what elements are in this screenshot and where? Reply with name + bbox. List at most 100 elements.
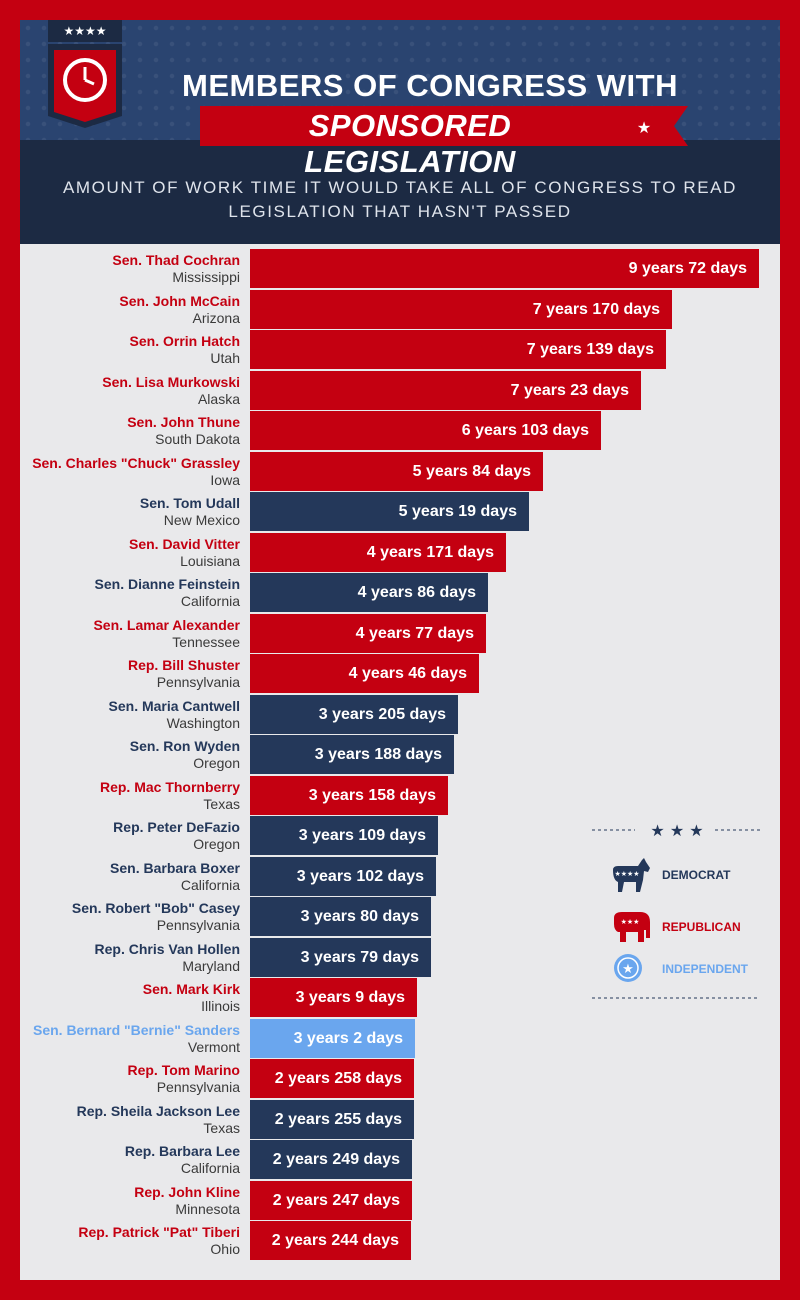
bar-state-label: Vermont (187, 1038, 240, 1055)
bar-value-label: 3 years 205 days (318, 705, 446, 723)
bar-category-label: Sen. Maria Cantwell (108, 697, 240, 714)
bar-row: Sen. Tom Udall New Mexico 5 years 19 days (0, 492, 800, 532)
svg-text:★★★: ★★★ (621, 918, 640, 926)
bar-row: Sen. Thad Cochran Mississippi 9 years 72 d… (0, 249, 800, 289)
bar-value-label: 7 years 23 days (510, 381, 629, 399)
subtitle-line1: AMOUNT OF WORK TIME IT WOULD TAKE ALL OF… (62, 178, 737, 197)
bar-row: Sen. Bernard "Bernie" Sanders Vermont 3 ye… (0, 1018, 800, 1059)
chart-title-line1: MEMBERS OF CONGRESS WITH (182, 68, 678, 103)
bar (250, 1018, 415, 1059)
bar-state-label: South Dakota (155, 431, 240, 447)
bar-category-label: Rep. Barbara Lee (124, 1143, 240, 1159)
legend-bottom-divider-icon (592, 997, 760, 999)
bar-row: Rep. Barbara Lee California 2 years 249 da… (0, 1140, 800, 1180)
bar (250, 816, 438, 856)
bar-value-label: 4 years 86 days (357, 584, 476, 601)
bar-category-label: Sen. David Vitter (128, 535, 240, 552)
bar-value-label: 4 years 171 days (366, 543, 494, 561)
bar (250, 451, 543, 492)
bar-state-label: New Mexico (163, 512, 240, 528)
title-ribbon (200, 106, 620, 146)
bar (250, 1221, 411, 1261)
bar-row: Rep. Peter DeFazio Oregon 3 years 109 days (0, 816, 800, 856)
bar-value-label: 6 years 103 days (461, 422, 589, 439)
party-legend: ★ ★ ★ ★★★★ DEMOCRAT ★★★ REPUBLICAN ★ IND… (590, 818, 765, 1008)
bar-value-label: 3 years 79 days (300, 948, 419, 966)
bar-row: Sen. John McCain Arizona 7 years 170 days (0, 289, 800, 330)
bar-category-label: Sen. Barbara Boxer (110, 859, 240, 876)
bar-category-label: Sen. John Thune (127, 414, 240, 430)
bar-row: Sen. Dianne Feinstein California 4 years 8… (0, 573, 800, 613)
bar-row: Rep. Tom Marino Pennsylvania 2 years 258 d… (0, 1059, 800, 1099)
bar-row: Rep. John Kline Minnesota 2 years 247 days (0, 1180, 800, 1221)
bar-state-label: Alaska (197, 390, 240, 407)
legend-item-republican: ★★★ REPUBLICAN (610, 908, 770, 948)
bar-value-label: 4 years 46 days (348, 665, 467, 682)
bar (250, 330, 666, 370)
bar-value-label: 3 years 2 days (293, 1029, 403, 1047)
svg-text:★: ★ (637, 118, 651, 137)
legend-label-republican: REPUBLICAN (662, 920, 741, 934)
bar-category-label: Sen. Orrin Hatch (129, 333, 240, 349)
bar-category-label: Rep. John Kline (134, 1183, 240, 1200)
bar-category-label: Sen. Charles "Chuck" Grassley (32, 454, 240, 471)
bar (250, 1140, 412, 1180)
bar (250, 735, 454, 775)
bar-state-label: Tennessee (172, 633, 240, 650)
bar (250, 289, 672, 330)
bar-category-label: Rep. Bill Shuster (127, 657, 240, 673)
bar-row: Sen. Lisa Murkowski Alaska 7 years 23 days (0, 370, 800, 411)
bar-category-label: Sen. Tom Udall (139, 495, 240, 511)
bar-category-label: Sen. Mark Kirk (142, 981, 240, 997)
bar-state-label: California (180, 593, 240, 609)
bar (250, 370, 641, 411)
bar-row: Sen. Barbara Boxer California 3 years 102 … (0, 856, 800, 897)
bar (250, 978, 417, 1018)
bar-value-label: 2 years 247 days (272, 1191, 400, 1209)
bar-row: Rep. Bill Shuster Pennsylvania 4 years 46 … (0, 654, 800, 694)
bar-state-label: Pennsylvania (156, 917, 240, 933)
bar-value-label: 2 years 249 days (272, 1151, 400, 1168)
bar-state-label: Utah (210, 350, 240, 366)
bar-category-label: Rep. Patrick "Pat" Tiberi (78, 1224, 240, 1240)
bar-state-label: California (180, 876, 240, 893)
bar-value-label: 3 years 102 days (296, 867, 424, 885)
bar (250, 573, 488, 613)
bar-value-label: 5 years 84 days (412, 462, 531, 480)
bar-state-label: Pennsylvania (156, 674, 240, 690)
bar-category-label: Sen. Robert "Bob" Casey (71, 900, 240, 916)
legend-top-divider-icon: ★ ★ ★ (592, 821, 760, 840)
bar-state-label: Ohio (210, 1241, 240, 1257)
bar (250, 1099, 414, 1140)
bar (250, 532, 506, 573)
bar-category-label: Sen. Ron Wyden (129, 738, 240, 754)
ribbon-star-icon: ★ (618, 106, 688, 146)
bar (250, 613, 486, 654)
bar-row: Sen. Charles "Chuck" Grassley Iowa 5 years… (0, 451, 800, 492)
bar-state-label: Oregon (193, 836, 240, 852)
bar-state-label: Minnesota (175, 1200, 240, 1217)
bar-category-label: Rep. Sheila Jackson Lee (76, 1102, 240, 1119)
bar-state-label: Arizona (192, 309, 240, 326)
bar-value-label: 2 years 258 days (274, 1070, 402, 1087)
svg-text:★★★★: ★★★★ (614, 870, 639, 878)
bar-state-label: California (180, 1160, 240, 1176)
bar-row: Sen. Orrin Hatch Utah 7 years 139 days (0, 330, 800, 370)
bar-state-label: Washington (166, 714, 240, 731)
bar-state-label: Iowa (210, 471, 240, 488)
bar-state-label: Louisiana (180, 552, 240, 569)
independent-star-icon: ★ (614, 954, 642, 982)
bar-value-label: 7 years 139 days (526, 341, 654, 358)
infographic-frame: ★★★★ MEMBERS OF CONGRESS WITH ★ SPONSORE… (20, 20, 780, 1280)
bar-row: Rep. Chris Van Hollen Maryland 3 years 79 … (0, 937, 800, 978)
bar-value-label: 9 years 72 days (628, 260, 747, 277)
bar (250, 249, 759, 289)
bar-category-label: Rep. Chris Van Hollen (94, 940, 240, 957)
donkey-icon: ★★★★ (613, 858, 650, 892)
bar-category-label: Rep. Tom Marino (127, 1062, 240, 1078)
clock-badge-icon: ★★★★ (48, 20, 122, 128)
bar-category-label: Rep. Peter DeFazio (113, 819, 240, 835)
bar (250, 856, 436, 897)
bar-row: Sen. Ron Wyden Oregon 3 years 188 days (0, 735, 800, 775)
bar-row: Sen. Mark Kirk Illinois 3 years 9 days (0, 978, 800, 1018)
